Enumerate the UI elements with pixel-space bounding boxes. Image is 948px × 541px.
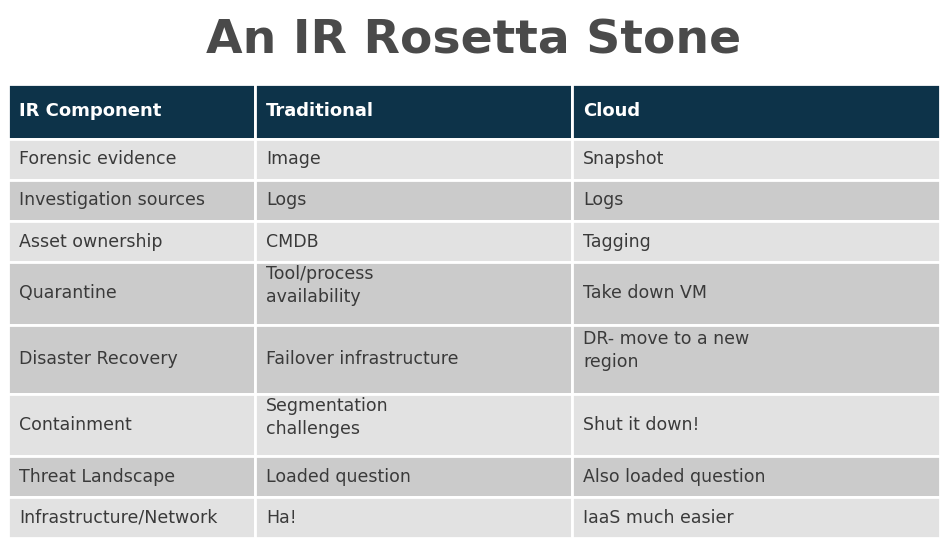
Text: Also loaded question: Also loaded question bbox=[583, 468, 766, 486]
Bar bbox=[255, 497, 572, 538]
Bar bbox=[8, 139, 255, 180]
Text: Traditional: Traditional bbox=[266, 102, 374, 121]
Bar bbox=[255, 262, 572, 325]
Text: CMDB: CMDB bbox=[266, 233, 319, 250]
Text: Failover infrastructure: Failover infrastructure bbox=[266, 350, 459, 368]
Bar bbox=[572, 139, 940, 180]
Bar bbox=[255, 84, 572, 139]
Bar bbox=[572, 456, 940, 497]
Bar bbox=[572, 221, 940, 262]
Text: Logs: Logs bbox=[266, 192, 306, 209]
Bar bbox=[8, 497, 255, 538]
Bar bbox=[8, 84, 255, 139]
Text: Containment: Containment bbox=[19, 416, 132, 434]
Bar bbox=[572, 497, 940, 538]
Bar bbox=[255, 221, 572, 262]
Text: Quarantine: Quarantine bbox=[19, 285, 117, 302]
Text: IR Component: IR Component bbox=[19, 102, 161, 121]
Bar bbox=[255, 180, 572, 221]
Text: Asset ownership: Asset ownership bbox=[19, 233, 162, 250]
Bar bbox=[8, 262, 255, 325]
Text: Loaded question: Loaded question bbox=[266, 468, 411, 486]
Bar bbox=[572, 262, 940, 325]
Bar bbox=[255, 394, 572, 456]
Text: Snapshot: Snapshot bbox=[583, 150, 665, 168]
Text: Disaster Recovery: Disaster Recovery bbox=[19, 350, 177, 368]
Text: Segmentation
challenges: Segmentation challenges bbox=[266, 397, 389, 438]
Text: Ha!: Ha! bbox=[266, 509, 297, 527]
Text: Take down VM: Take down VM bbox=[583, 285, 707, 302]
Text: Infrastructure/Network: Infrastructure/Network bbox=[19, 509, 217, 527]
Text: Logs: Logs bbox=[583, 192, 624, 209]
Bar bbox=[255, 456, 572, 497]
Bar bbox=[8, 394, 255, 456]
Text: An IR Rosetta Stone: An IR Rosetta Stone bbox=[207, 19, 741, 64]
Bar bbox=[8, 180, 255, 221]
Text: DR- move to a new
region: DR- move to a new region bbox=[583, 331, 750, 371]
Text: Shut it down!: Shut it down! bbox=[583, 416, 700, 434]
Bar bbox=[572, 84, 940, 139]
Text: Forensic evidence: Forensic evidence bbox=[19, 150, 176, 168]
Text: Tool/process
availability: Tool/process availability bbox=[266, 265, 374, 306]
Text: Investigation sources: Investigation sources bbox=[19, 192, 205, 209]
Bar bbox=[8, 221, 255, 262]
Bar bbox=[572, 325, 940, 394]
Bar bbox=[255, 325, 572, 394]
Text: Cloud: Cloud bbox=[583, 102, 641, 121]
Bar bbox=[572, 394, 940, 456]
Text: Image: Image bbox=[266, 150, 321, 168]
Bar bbox=[8, 325, 255, 394]
Bar bbox=[255, 139, 572, 180]
Bar bbox=[8, 456, 255, 497]
Text: Tagging: Tagging bbox=[583, 233, 651, 250]
Text: Threat Landscape: Threat Landscape bbox=[19, 468, 175, 486]
Text: IaaS much easier: IaaS much easier bbox=[583, 509, 734, 527]
Bar bbox=[572, 180, 940, 221]
